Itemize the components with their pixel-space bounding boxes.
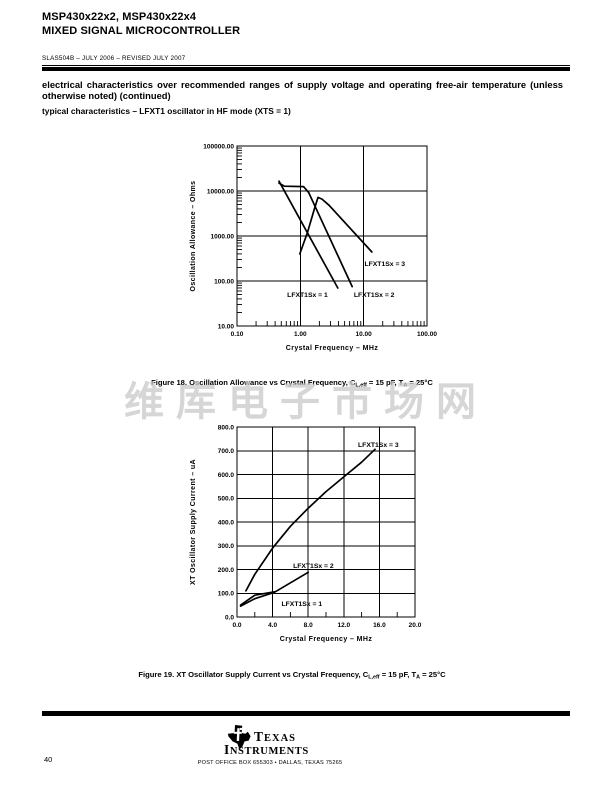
figure18-caption: Figure 18. Oscillation Allowance vs Crys… [151, 378, 433, 389]
svg-text:400.0: 400.0 [218, 519, 235, 526]
svg-text:Crystal Frequency – MHz: Crystal Frequency – MHz [280, 636, 373, 643]
svg-text:XT Oscillator Supply Current –: XT Oscillator Supply Current – uA [190, 459, 197, 585]
oscillation-allowance-chart: LFXT1Sx = 1 LFXT1Sx = 2 LFXT1Sx = 3 0.10 1.0… [190, 143, 437, 352]
document-title: MSP430x22x2, MSP430x22x4 MIXED SIGNAL MI… [42, 11, 240, 38]
header-rule [42, 67, 570, 71]
svg-text:600.0: 600.0 [218, 472, 235, 479]
texas-instruments-state-icon [227, 725, 251, 750]
svg-text:0.0: 0.0 [232, 622, 241, 629]
svg-text:1.00: 1.00 [294, 331, 307, 338]
footer-rule [42, 711, 570, 716]
svg-text:500.0: 500.0 [218, 496, 235, 503]
svg-text:LFXT1Sx = 2: LFXT1Sx = 2 [293, 563, 334, 570]
brand-instruments: INSTRUMENTS [224, 742, 309, 757]
ti-logo: TEXAS INSTRUMENTS [224, 724, 347, 760]
svg-text:0.0: 0.0 [225, 614, 234, 621]
brand-texas: TEXAS [254, 729, 297, 744]
watermark-text: 维库电子市场网 [124, 380, 488, 424]
document-title-line2: MIXED SIGNAL MICROCONTROLLER [42, 24, 241, 37]
svg-text:4.0: 4.0 [268, 622, 277, 629]
svg-text:100.00: 100.00 [417, 331, 437, 338]
svg-text:LFXT1Sx = 1: LFXT1Sx = 1 [287, 292, 328, 299]
svg-text:10000.00: 10000.00 [207, 188, 234, 195]
svg-text:LFXT1Sx = 1: LFXT1Sx = 1 [282, 601, 323, 608]
svg-text:100000.00: 100000.00 [203, 143, 234, 150]
svg-text:Crystal Frequency – MHz: Crystal Frequency – MHz [286, 345, 379, 352]
document-title-line1: MSP430x22x2, MSP430x22x4 [42, 11, 197, 23]
svg-text:700.0: 700.0 [218, 448, 235, 455]
svg-text:300.0: 300.0 [218, 543, 235, 550]
svg-text:12.0: 12.0 [337, 622, 350, 629]
xt-supply-current-chart: LFXT1Sx = 3 LFXT1Sx = 2 LFXT1Sx = 1 0.0 4.0 8… [190, 424, 422, 643]
svg-text:10.00: 10.00 [218, 323, 235, 330]
section-heading: electrical characteristics over recommen… [42, 79, 563, 102]
svg-text:200.0: 200.0 [218, 567, 235, 574]
svg-text:LFXT1Sx = 3: LFXT1Sx = 3 [358, 442, 399, 449]
section-subheading: typical characteristics – LFXT1 oscillat… [42, 106, 291, 116]
page-number: 40 [44, 755, 53, 764]
svg-text:1000.00: 1000.00 [211, 233, 235, 240]
svg-text:8.0: 8.0 [304, 622, 313, 629]
svg-text:0.10: 0.10 [231, 331, 244, 338]
svg-text:Oscillation Allowance – Ohms: Oscillation Allowance – Ohms [190, 181, 197, 292]
svg-text:20.0: 20.0 [409, 622, 422, 629]
svg-text:16.0: 16.0 [373, 622, 386, 629]
svg-text:100.00: 100.00 [214, 278, 234, 285]
svg-text:LFXT1Sx = 3: LFXT1Sx = 3 [364, 261, 405, 268]
footer-address: POST OFFICE BOX 655303 • DALLAS, TEXAS 7… [197, 760, 343, 766]
svg-text:10.00: 10.00 [356, 331, 373, 338]
document-code: SLAS504B – JULY 2006 – REVISED JULY 2007 [42, 55, 570, 66]
figure19-caption: Figure 19. XT Oscillator Supply Current … [138, 670, 446, 681]
svg-text:800.0: 800.0 [218, 424, 235, 431]
svg-text:100.0: 100.0 [218, 591, 235, 598]
svg-text:LFXT1Sx = 2: LFXT1Sx = 2 [354, 292, 395, 299]
